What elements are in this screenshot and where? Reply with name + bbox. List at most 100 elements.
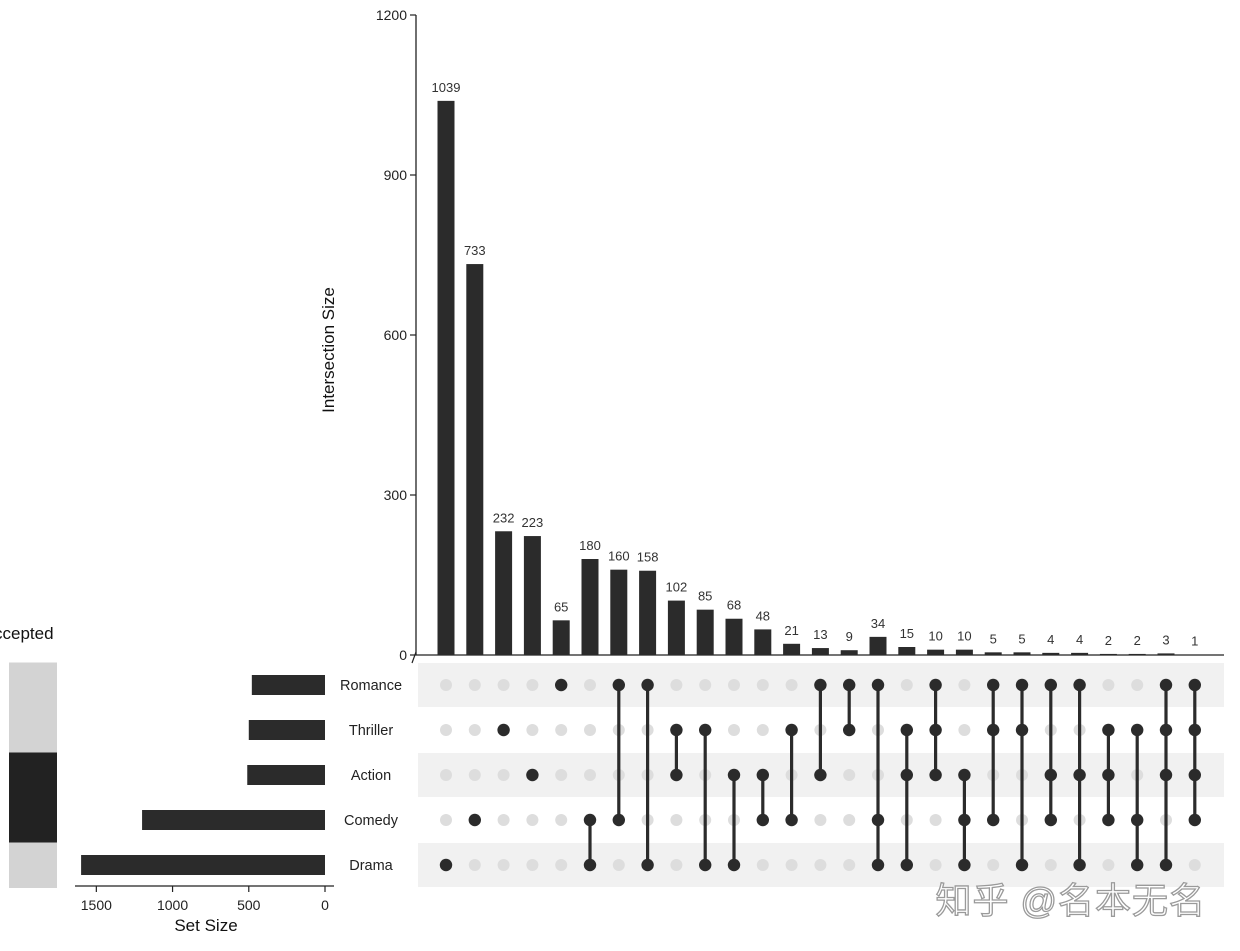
matrix-dot-inactive [497, 814, 510, 826]
matrix-dot-inactive [468, 859, 481, 871]
matrix-dot-active [987, 813, 1000, 827]
matrix-dot-inactive [1102, 679, 1115, 691]
set-size-bar [247, 765, 325, 785]
set-size-bars [81, 675, 325, 875]
matrix-dot-inactive [584, 724, 596, 736]
matrix-dot-active [843, 723, 856, 737]
matrix-dot-active [612, 813, 625, 827]
matrix-dot-inactive [555, 769, 568, 781]
matrix-dot-inactive [785, 679, 798, 691]
matrix-dot-inactive [670, 859, 683, 871]
intersection-bar-label: 10 [928, 629, 942, 644]
matrix-dot-active [871, 678, 885, 692]
side-panel [9, 662, 57, 888]
set-size-bar [251, 675, 325, 695]
set-size-bar [81, 855, 325, 875]
matrix-dot-inactive [929, 859, 942, 871]
matrix-dot-inactive [440, 679, 452, 691]
matrix-dot-inactive [929, 814, 942, 826]
set-label: Thriller [349, 723, 393, 739]
matrix-dot-active [900, 723, 913, 737]
side-panel-cell [9, 842, 57, 888]
matrix-dot-inactive [756, 859, 769, 871]
intersection-bar [552, 620, 570, 655]
matrix-dot-inactive [584, 679, 596, 691]
matrix-dot-active [699, 723, 712, 737]
matrix-dot-active [468, 813, 481, 827]
matrix-dot-active [583, 858, 597, 872]
intersection-bar [639, 570, 657, 655]
matrix-dot-inactive [468, 769, 481, 781]
set-label: Drama [349, 858, 393, 874]
matrix-dot-active [670, 768, 683, 782]
matrix-dot-active [727, 768, 741, 782]
matrix-dot-active [900, 768, 913, 782]
matrix-dot-active [1073, 678, 1086, 692]
intersection-bar-label: 160 [608, 549, 630, 564]
intersection-bar-label: 4 [1047, 632, 1054, 647]
intersection-bar-label: 9 [846, 629, 853, 644]
intersection-bar [898, 647, 916, 655]
intersection-bar [1013, 652, 1031, 655]
intersection-bar-label: 223 [522, 515, 544, 530]
matrix-dot-active [814, 678, 827, 692]
matrix-dot-active [958, 813, 971, 827]
set-size-axis: 1500 1000 500 0 [75, 885, 334, 913]
matrix-dot-active [641, 678, 654, 692]
matrix-dot-active [1044, 813, 1058, 827]
y-axis-title: Intersection Size [319, 287, 338, 413]
matrix-dot-active [1188, 723, 1202, 737]
y-tick-label: 0 [399, 647, 407, 663]
intersection-bar-label: 68 [727, 598, 741, 613]
side-panel-cell [9, 707, 57, 753]
matrix-dot-active [987, 678, 1000, 692]
matrix-dot-inactive [670, 679, 683, 691]
matrix-dot-active [1015, 678, 1029, 692]
intersection-bar [1186, 654, 1204, 655]
matrix-dot-active [1102, 723, 1115, 737]
intersection-bar-label: 15 [900, 626, 914, 641]
matrix-dot-inactive [440, 769, 452, 781]
matrix-dot-active [929, 678, 942, 692]
matrix-dot-active [756, 813, 769, 827]
intersection-bar-label: 65 [554, 599, 568, 614]
matrix-dot-inactive [584, 769, 596, 781]
matrix-dot-inactive [699, 679, 712, 691]
matrix-dot-inactive [843, 859, 856, 871]
matrix-dot-active [526, 768, 539, 782]
intersection-bar [523, 536, 541, 655]
set-size-tick-label: 500 [237, 897, 261, 913]
matrix-dot-inactive [526, 814, 539, 826]
matrix-dot-inactive [756, 724, 769, 736]
intersection-bar [581, 559, 599, 655]
matrix-dot-inactive [756, 679, 769, 691]
matrix-dot-active [497, 723, 510, 737]
intersection-bar-label: 5 [1018, 631, 1025, 646]
intersection-bar [437, 100, 455, 655]
y-axis-break [411, 651, 417, 664]
matrix-dot-inactive [728, 724, 740, 736]
matrix-dot-inactive [900, 679, 913, 691]
intersection-bar [667, 600, 685, 655]
matrix-dot-active [1044, 768, 1058, 782]
matrix-dot-active [871, 813, 885, 827]
intersection-matrix [439, 678, 1202, 872]
intersection-bar-label: 1039 [432, 80, 461, 95]
matrix-dot-active [727, 858, 741, 872]
y-tick-label: 1200 [376, 7, 407, 23]
matrix-dot-inactive [843, 814, 856, 826]
intersection-bar [811, 648, 829, 655]
matrix-dot-active [1015, 723, 1029, 737]
intersection-bar [754, 629, 772, 655]
matrix-dot-active [871, 858, 885, 872]
set-label: Romance [340, 678, 402, 694]
y-axis: 0 300 600 900 1200 [376, 7, 1224, 664]
matrix-dot-active [756, 768, 769, 782]
intersection-bar [466, 264, 484, 655]
matrix-dot-inactive [814, 814, 827, 826]
matrix-dot-active [1159, 678, 1173, 692]
matrix-dot-inactive [958, 724, 971, 736]
matrix-dot-active [1188, 678, 1202, 692]
intersection-bar-label: 232 [493, 510, 515, 525]
intersection-bar-label: 34 [871, 616, 885, 631]
